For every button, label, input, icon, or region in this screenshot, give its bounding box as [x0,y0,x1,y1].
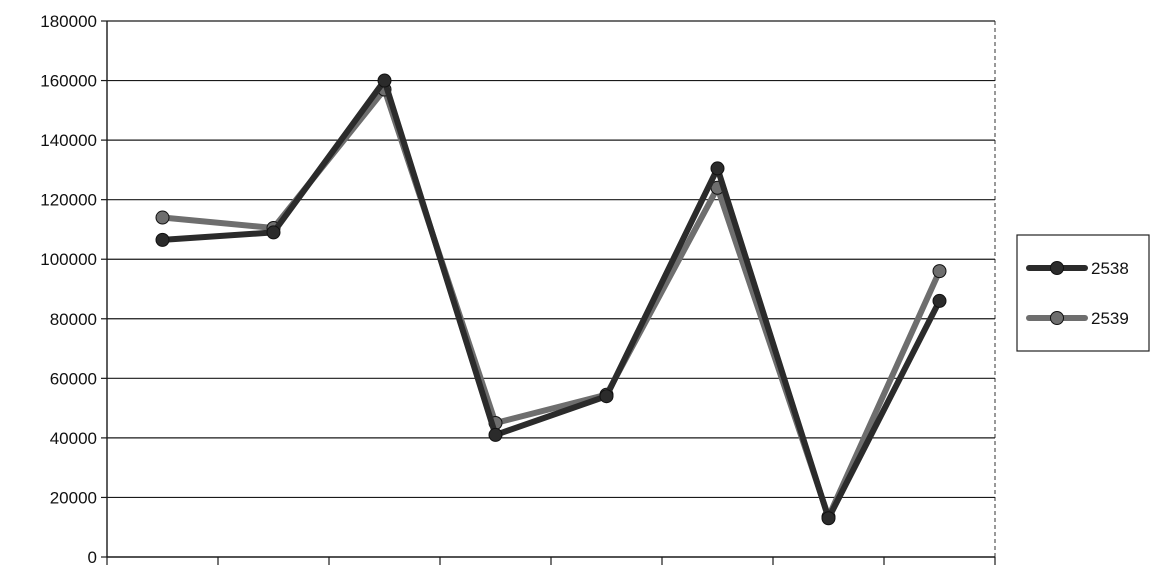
y-tick-label: 120000 [40,191,97,210]
legend-box [1016,234,1150,352]
y-tick-label: 40000 [50,429,97,448]
y-tick-label: 140000 [40,131,97,150]
y-tick-label: 180000 [40,12,97,31]
series-lines [155,73,947,526]
data-point-2538 [710,161,725,176]
y-tick-label: 60000 [50,369,97,388]
y-tick-label: 100000 [40,250,97,269]
y-tick-label: 0 [88,548,97,567]
gridlines [107,20,996,557]
legend-marker-2538 [1050,261,1064,275]
data-point-2538 [599,389,614,404]
data-point-2539 [932,264,947,279]
y-tick-label: 160000 [40,72,97,91]
data-point-2538 [932,293,947,308]
data-point-2538 [155,232,170,247]
data-point-2538 [377,73,392,88]
y-tick-label: 20000 [50,488,97,507]
axes: 0 20000 40000 60000 80000 100000 120000 140000 1… [40,12,996,567]
legend-label-2539: 2539 [1091,309,1129,328]
data-point-2539 [155,210,170,225]
legend-label-2538: 2538 [1091,259,1129,278]
series-line-2539 [159,86,943,520]
legend: 2538 2539 [1016,234,1150,352]
data-point-2538 [488,427,503,442]
data-point-2538 [266,225,281,240]
legend-marker-2539 [1050,311,1064,325]
data-point-2538 [821,511,836,526]
y-tick-label: 80000 [50,310,97,329]
series-line-2538 [159,77,943,522]
